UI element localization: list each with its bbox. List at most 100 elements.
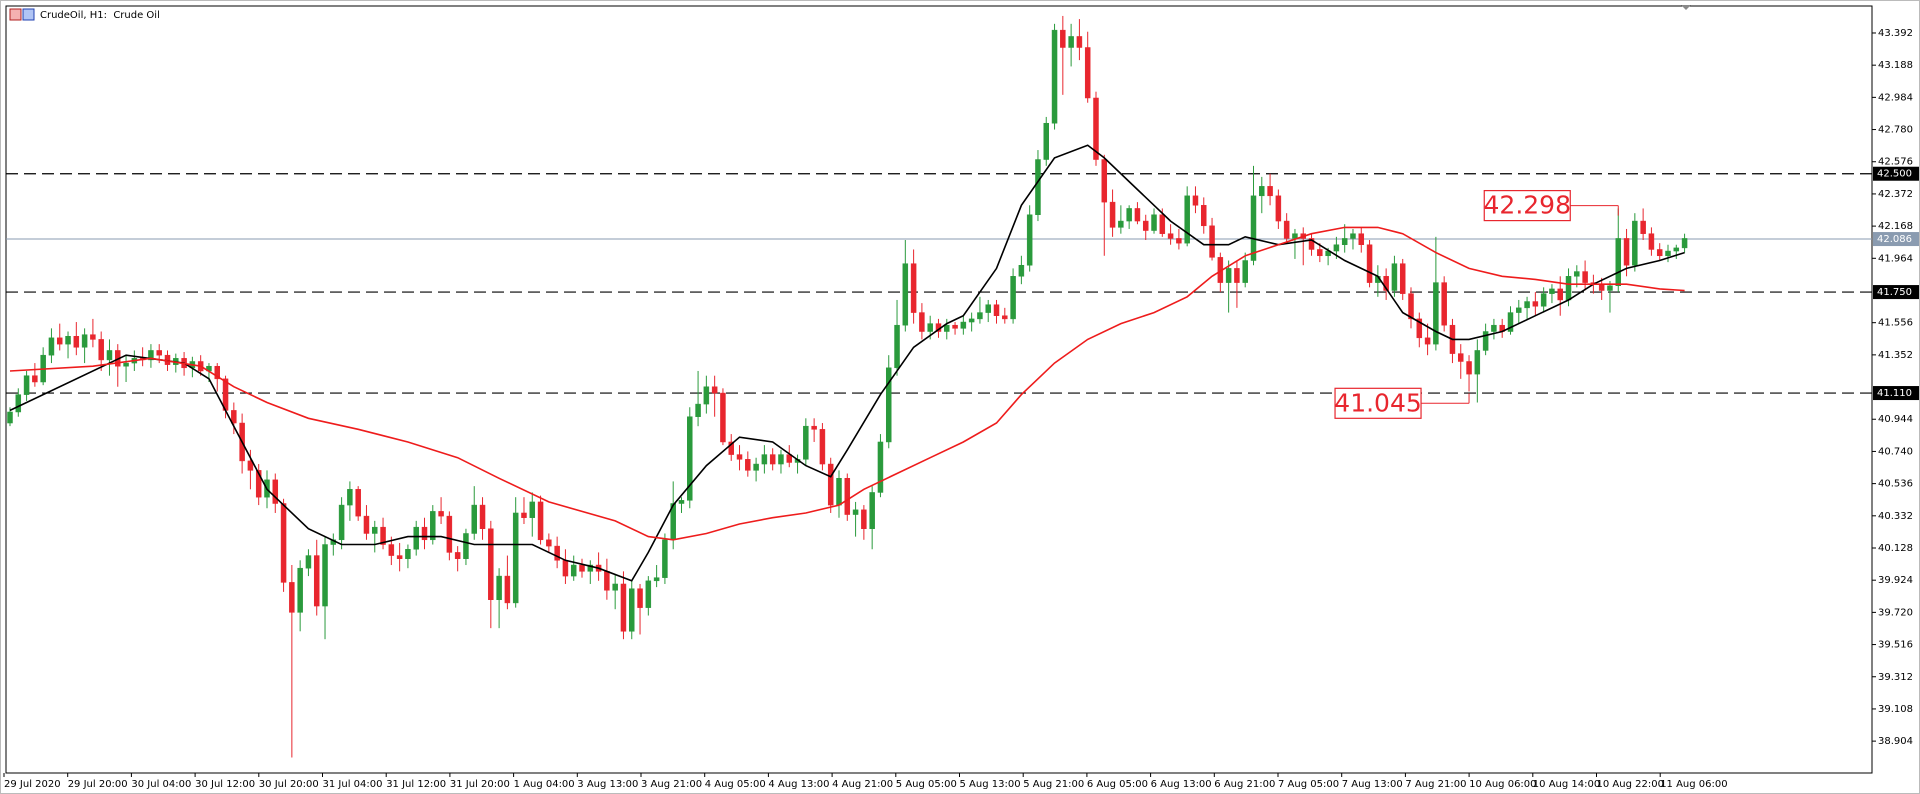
x-tick-label: 4 Aug 05:00 <box>705 779 766 790</box>
candle-body <box>65 335 71 345</box>
candle-body <box>446 515 453 553</box>
candle-body <box>1582 271 1588 283</box>
candle-body <box>612 583 618 591</box>
candle-body <box>1549 288 1555 294</box>
candle-body <box>1350 233 1356 239</box>
candle-body <box>1076 36 1083 48</box>
candle-body <box>1491 324 1497 332</box>
candle-body <box>1466 361 1472 375</box>
candle-body <box>1118 220 1124 228</box>
candle-body <box>90 334 96 340</box>
candle-body <box>297 567 303 613</box>
candle-body <box>1084 47 1091 99</box>
candle-body <box>1225 268 1232 283</box>
candle-body <box>1192 195 1199 206</box>
candle-body <box>1681 238 1688 249</box>
candle-body <box>620 583 627 632</box>
candle-body <box>769 454 776 465</box>
candle-body <box>1358 233 1365 245</box>
candle-body <box>546 539 552 547</box>
candle-body <box>48 337 55 356</box>
candle-body <box>1142 220 1149 231</box>
candle-body <box>1507 312 1514 332</box>
candle-body <box>1010 276 1016 320</box>
candle-body <box>728 441 734 455</box>
candle-body <box>993 304 1000 316</box>
candle-body <box>1615 238 1622 287</box>
moving-average <box>9 226 1685 541</box>
annotation-box <box>1483 189 1571 222</box>
candle-body <box>1607 285 1613 291</box>
x-tick-label: 6 Aug 05:00 <box>1087 779 1148 790</box>
candle-body <box>363 515 370 534</box>
candle-body <box>1018 264 1025 277</box>
candle-body <box>1648 233 1655 250</box>
candle-body <box>695 403 701 417</box>
price-tag <box>1873 232 1919 247</box>
candle-body <box>56 337 63 345</box>
y-tick-label: 42.984 <box>1878 92 1913 103</box>
candle-body <box>944 324 950 332</box>
candle-body <box>537 501 544 541</box>
candle-body <box>1242 260 1248 283</box>
candle-body <box>289 582 295 613</box>
candle-body <box>1250 195 1257 261</box>
candle-body <box>678 500 685 504</box>
candle-body <box>471 504 477 534</box>
level-tag <box>1873 285 1919 300</box>
y-tick-label: 39.516 <box>1878 640 1913 651</box>
candle-body <box>604 571 610 591</box>
candle-body <box>521 512 527 518</box>
candle-body <box>214 365 220 380</box>
annotation-label: 42.298 <box>1484 191 1571 220</box>
candle-body <box>1673 247 1680 252</box>
x-tick-label: 7 Aug 13:00 <box>1342 779 1403 790</box>
candle-body <box>570 564 577 577</box>
candle-body <box>687 416 693 501</box>
candle-body <box>272 479 279 504</box>
y-tick-label: 38.904 <box>1878 736 1913 747</box>
candle-body <box>736 454 743 460</box>
candle-body <box>968 318 975 323</box>
candle-body <box>1383 276 1389 291</box>
candle-body <box>1275 195 1282 222</box>
candle-body <box>1640 220 1646 234</box>
annotation-box <box>1334 387 1422 419</box>
x-tick-label: 3 Aug 13:00 <box>577 779 638 790</box>
x-tick-label: 6 Aug 21:00 <box>1214 779 1275 790</box>
candle-body <box>454 552 461 559</box>
candle-body <box>1093 97 1099 160</box>
candle-body <box>15 394 22 413</box>
candle-body <box>803 425 809 460</box>
candle-body <box>1441 282 1447 326</box>
level-label: 41.750 <box>1877 287 1912 298</box>
candle-body <box>388 544 395 556</box>
candle-body <box>1623 238 1630 266</box>
candle-body <box>836 478 842 506</box>
candle-body <box>430 511 436 541</box>
candle-body <box>1665 250 1671 257</box>
candle-body <box>554 545 560 561</box>
candle-body <box>1598 283 1605 291</box>
candle-body <box>587 564 594 572</box>
candle-body <box>960 321 967 329</box>
y-tick-label: 39.924 <box>1878 575 1913 586</box>
scroll-marker <box>1681 5 1691 10</box>
y-tick-label: 40.740 <box>1878 446 1913 457</box>
y-tick-label: 40.944 <box>1878 414 1913 425</box>
candle-body <box>778 454 784 465</box>
candle-body <box>902 263 909 326</box>
candle-body <box>1068 36 1074 48</box>
candle-body <box>280 503 287 583</box>
x-tick-label: 7 Aug 05:00 <box>1278 779 1339 790</box>
price-label: 42.086 <box>1877 234 1912 245</box>
candle-body <box>23 375 30 395</box>
candle-body <box>1433 282 1439 345</box>
candle-body <box>745 459 751 471</box>
y-tick-label: 40.128 <box>1878 543 1913 554</box>
y-tick-label: 39.108 <box>1878 704 1913 715</box>
y-tick-label: 42.372 <box>1878 189 1913 200</box>
candle-body <box>985 304 991 313</box>
candle-body <box>488 528 494 601</box>
